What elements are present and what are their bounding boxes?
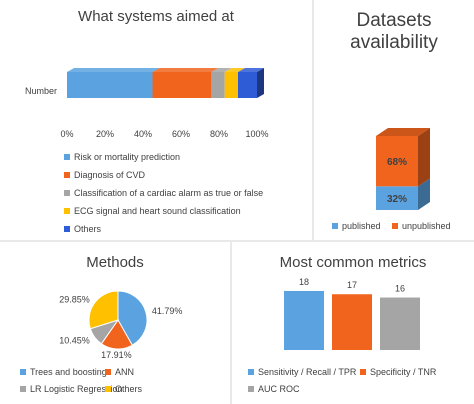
x-tick-label: 0% [60, 129, 73, 139]
methods-chart: 41.79% 17.91% 10.45% 29.85% [59, 290, 183, 360]
pie-data-label: 17.91% [101, 350, 132, 360]
bar-data-label: 17 [347, 280, 357, 290]
legend-item-1: Trees and boosting [20, 367, 107, 377]
aims-legend: Risk or mortality prediction Diagnosis of… [0, 0, 312, 240]
methods-legend: Trees and boosting ANN LR Logistic Regress… [0, 242, 230, 404]
pie-data-label: 29.85% [59, 294, 90, 304]
x-tick-label: 40% [134, 129, 152, 139]
x-tick-label: 80% [210, 129, 228, 139]
legend-swatch [248, 369, 254, 375]
legend-swatch [360, 369, 366, 375]
legend-swatch [20, 369, 26, 375]
metric-bar-1 [284, 290, 324, 350]
legend-item-4: ECG signal and heart sound classificatio… [64, 206, 241, 216]
legend-label: ECG signal and heart sound classificatio… [74, 206, 241, 216]
legend-item-3: AUC ROC [248, 384, 300, 394]
x-tick-label: 20% [96, 129, 114, 139]
panel-divider [312, 0, 314, 240]
methods-panel: Methods 41.79% 17.91% 10.45% 29.85% Trees a… [0, 242, 230, 404]
bar-side [257, 68, 264, 98]
metric-bar-3 [380, 297, 420, 350]
pie-data-label: 10.45% [59, 336, 90, 346]
metrics-legend: Sensitivity / Recall / TPR Specificity / … [232, 242, 474, 404]
x-tick-label: 60% [172, 129, 190, 139]
legend-label: LR Logistic Regression [30, 384, 123, 394]
data-label: 68% [387, 157, 407, 168]
bar-segment-4 [224, 72, 238, 98]
legend-swatch [392, 223, 398, 229]
aims-chart: Number 0% 20% 40% 60% 80% 100% [25, 68, 269, 139]
legend-item-1: Risk or mortality prediction [64, 152, 180, 162]
stack-top [376, 128, 430, 136]
datasets-title: Datasets availability [350, 10, 438, 53]
legend-swatch [64, 190, 70, 196]
legend-label: published [342, 221, 381, 231]
legend-item-2: Specificity / TNR [360, 367, 436, 377]
legend-item-2: ANN [105, 367, 134, 377]
bar-segment-2 [152, 72, 212, 98]
legend-item-1: Sensitivity / Recall / TPR [248, 367, 356, 377]
pie-data-label: 41.79% [152, 306, 183, 316]
legend-swatch [105, 369, 111, 375]
legend-swatch [105, 386, 111, 392]
legend-item-3: LR Logistic Regression [20, 384, 123, 394]
aims-title: What systems aimed at [78, 8, 234, 25]
datasets-panel: Datasets availability 32% 68% published un… [314, 0, 474, 240]
legend-swatch [64, 154, 70, 160]
legend-item-unpublished: unpublished [392, 221, 451, 231]
legend-item-5: Others [64, 224, 101, 234]
legend-swatch [64, 172, 70, 178]
datasets-legend: published unpublished [314, 0, 474, 240]
stack-segment-1 [376, 186, 418, 210]
methods-title: Methods [86, 254, 144, 271]
bar-top-1 [67, 68, 160, 72]
bar-top-5 [238, 68, 264, 72]
bar-top-2 [152, 68, 219, 72]
bar-top-3 [211, 68, 232, 72]
legend-label: Risk or mortality prediction [74, 152, 181, 162]
legend-swatch [64, 226, 70, 232]
category-label: Number [25, 86, 57, 96]
legend-label: Sensitivity / Recall / TPR [258, 367, 357, 377]
stack-side-1 [418, 178, 430, 210]
data-label: 32% [387, 194, 407, 205]
bar-segment-3 [211, 72, 225, 98]
legend-swatch [332, 223, 338, 229]
legend-label: Diagnosis of CVD [74, 170, 146, 180]
stack-side-2 [418, 128, 430, 187]
bar-segment-1 [67, 72, 153, 98]
legend-label: Classification of a cardiac alarm as tru… [74, 188, 264, 198]
metrics-panel: Most common metrics 18 17 16 Sensitivity /… [232, 242, 474, 404]
legend-label: unpublished [402, 221, 451, 231]
legend-swatch [20, 386, 26, 392]
legend-label: Others [115, 384, 143, 394]
pie-slice-1 [117, 290, 148, 346]
pie-slice-4 [88, 290, 119, 330]
x-tick-label: 100% [245, 129, 268, 139]
legend-label: AUC ROC [258, 384, 300, 394]
bar-segment-5 [238, 72, 257, 98]
legend-item-4: Others [105, 384, 142, 394]
legend-swatch [64, 208, 70, 214]
legend-label: ANN [115, 367, 135, 377]
legend-label: Others [74, 224, 102, 234]
aims-panel: What systems aimed at Number 0% 20% 40% 60% 8… [0, 0, 312, 240]
legend-item-2: Diagnosis of CVD [64, 170, 145, 180]
metrics-title: Most common metrics [279, 254, 427, 271]
legend-label: Trees and boosting [30, 367, 107, 377]
metric-bar-2 [332, 294, 372, 350]
bar-data-label: 18 [299, 277, 309, 287]
stack-segment-2 [376, 136, 418, 187]
legend-swatch [248, 386, 254, 392]
legend-label: Specificity / TNR [370, 367, 437, 377]
bar-data-label: 16 [395, 284, 405, 294]
legend-item-published: published [332, 221, 381, 231]
metrics-chart: 18 17 16 [284, 277, 420, 350]
bar-top-4 [224, 68, 245, 72]
datasets-chart: 32% 68% [376, 128, 430, 210]
legend-item-3: Classification of a cardiac alarm as tru… [64, 188, 263, 198]
